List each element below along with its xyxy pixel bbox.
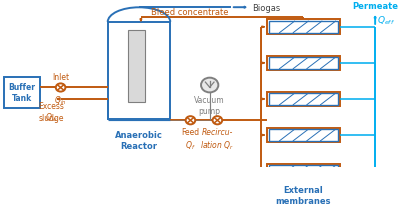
- Bar: [268, 20, 340, 35]
- Text: Anaerobic
Reactor: Anaerobic Reactor: [115, 130, 163, 151]
- Text: Permeate: Permeate: [352, 2, 398, 11]
- Text: Feed
$Q_f$: Feed $Q_f$: [181, 127, 200, 151]
- Text: Vacuum
pump: Vacuum pump: [194, 95, 225, 115]
- Text: Excess
sludge: Excess sludge: [38, 102, 64, 122]
- Bar: [269, 58, 338, 69]
- Bar: [269, 165, 338, 177]
- Bar: [268, 92, 340, 107]
- Circle shape: [212, 117, 222, 125]
- Circle shape: [56, 84, 66, 92]
- Text: Recircu-
lation $Q_r$: Recircu- lation $Q_r$: [200, 127, 234, 151]
- Bar: [269, 94, 338, 105]
- Bar: [268, 164, 340, 178]
- Text: Inlet: Inlet: [52, 73, 69, 82]
- Circle shape: [201, 78, 218, 93]
- Text: $Q_{eff}$: $Q_{eff}$: [377, 14, 395, 27]
- Bar: [4, 78, 40, 109]
- Circle shape: [186, 117, 195, 125]
- Bar: [269, 130, 338, 141]
- Text: $Q_w$: $Q_w$: [45, 111, 57, 123]
- Bar: [108, 23, 170, 119]
- Text: Biogas: Biogas: [252, 4, 280, 13]
- Text: $Q_{in}$: $Q_{in}$: [54, 94, 67, 106]
- Text: External
membranes: External membranes: [276, 185, 331, 204]
- Bar: [268, 128, 340, 143]
- Bar: [269, 22, 338, 33]
- Bar: [128, 31, 145, 103]
- Text: Buffer
Tank: Buffer Tank: [9, 83, 36, 103]
- Text: Bleed concentrate: Bleed concentrate: [150, 8, 228, 17]
- Bar: [268, 56, 340, 71]
